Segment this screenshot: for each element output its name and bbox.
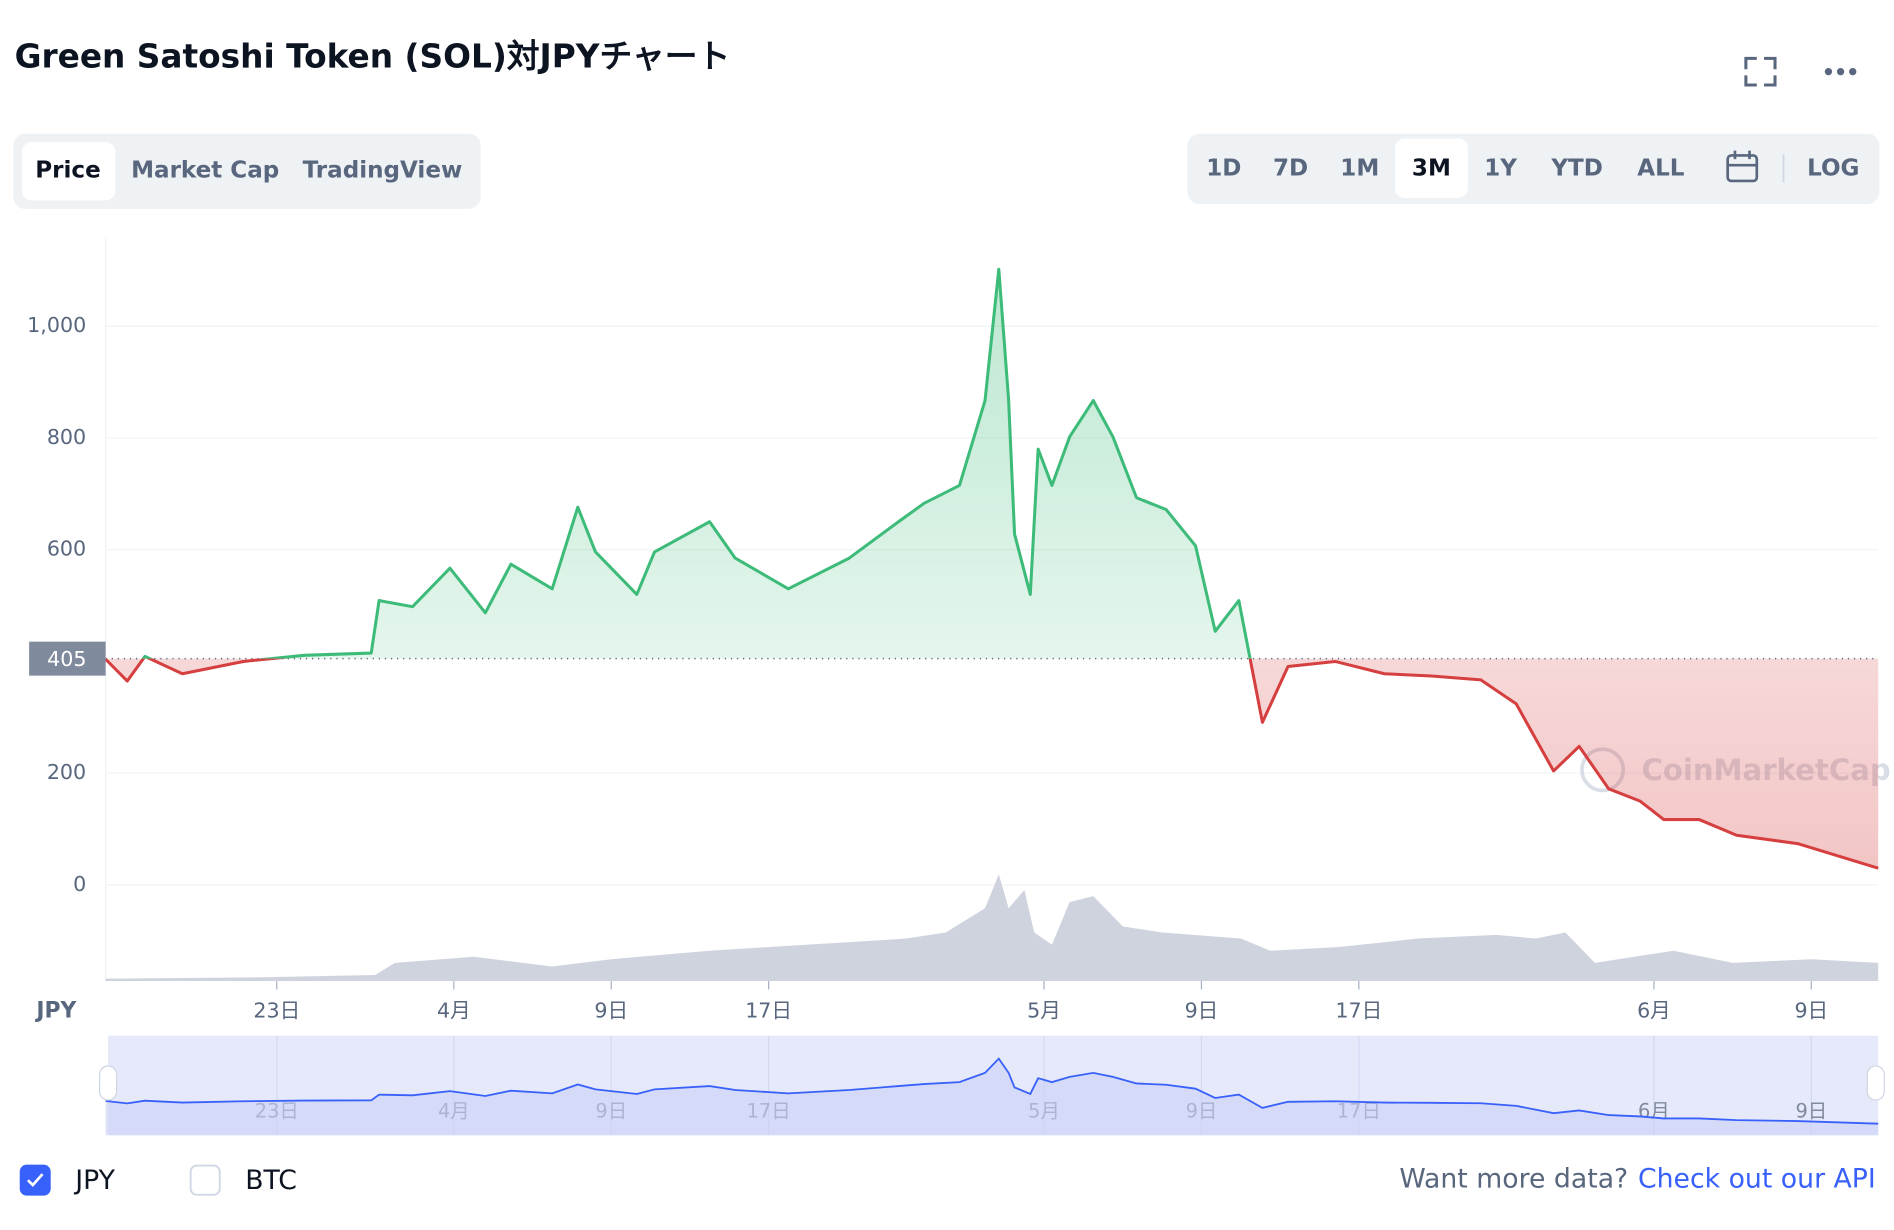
calendar-icon[interactable] <box>1726 150 1759 183</box>
navigator-handle[interactable] <box>1866 1065 1885 1101</box>
price-line-up <box>106 267 1252 659</box>
navigator-area <box>105 1058 1879 1136</box>
y-tick-label: 200 <box>47 760 86 784</box>
x-tick-label: 9日 <box>1185 998 1219 1022</box>
area-down <box>105 658 1879 869</box>
tab[interactable]: Market Cap <box>131 158 279 184</box>
range-button[interactable]: 1Y <box>1484 155 1517 181</box>
range-active <box>1395 138 1468 198</box>
tab-active <box>21 142 116 201</box>
tab[interactable]: Price <box>35 158 100 184</box>
volume-area <box>105 874 1879 982</box>
page-title: Green Satoshi Token (SOL)対JPYチャート <box>15 37 731 75</box>
x-tick-label: 9日 <box>594 998 628 1022</box>
currency-label: JPY <box>34 998 77 1023</box>
area-up <box>143 269 1251 659</box>
api-link[interactable]: Check out our API <box>1638 1164 1876 1195</box>
legend-checkbox[interactable] <box>19 1164 51 1196</box>
reference-label: 405 <box>47 647 86 671</box>
x-tick-label: 9日 <box>1794 998 1828 1022</box>
check-mark <box>26 1173 44 1187</box>
legend-label[interactable]: JPY <box>73 1165 115 1196</box>
range-button[interactable]: 1D <box>1206 155 1241 181</box>
x-tick-label: 4月 <box>437 998 471 1022</box>
fullscreen-icon[interactable] <box>1744 56 1777 87</box>
range-button[interactable]: 1M <box>1340 155 1379 181</box>
x-tick-label: 17日 <box>1335 998 1382 1022</box>
tab[interactable]: TradingView <box>303 158 463 184</box>
log-button[interactable]: LOG <box>1807 155 1859 181</box>
range-button[interactable]: YTD <box>1550 155 1603 181</box>
x-tick-label: 6月 <box>1637 998 1671 1022</box>
legend-label[interactable]: BTC <box>245 1165 297 1196</box>
range-button[interactable]: 3M <box>1412 155 1451 181</box>
y-tick-label: 0 <box>73 872 86 896</box>
legend-checkbox[interactable] <box>189 1164 221 1196</box>
range-button[interactable]: ALL <box>1637 155 1685 181</box>
x-tick-label: 23日 <box>253 998 300 1022</box>
price-line-down <box>104 658 1879 870</box>
more-icon[interactable] <box>1824 68 1857 76</box>
range-button[interactable]: 7D <box>1273 155 1308 181</box>
x-tick-label: 5月 <box>1027 998 1061 1022</box>
reference-badge <box>29 641 106 676</box>
api-prompt: Want more data? <box>1399 1164 1628 1195</box>
y-tick-label: 800 <box>47 425 86 449</box>
y-tick-label: 600 <box>47 537 86 561</box>
y-tick-label: 1,000 <box>27 313 86 337</box>
tab-bar <box>13 133 481 209</box>
range-bar <box>1187 133 1880 205</box>
x-tick-label: 17日 <box>745 998 792 1022</box>
navigator-handle[interactable] <box>98 1065 118 1101</box>
navigator-tick-label: 9日 <box>1795 1100 1827 1123</box>
navigator-line <box>105 1057 1879 1125</box>
